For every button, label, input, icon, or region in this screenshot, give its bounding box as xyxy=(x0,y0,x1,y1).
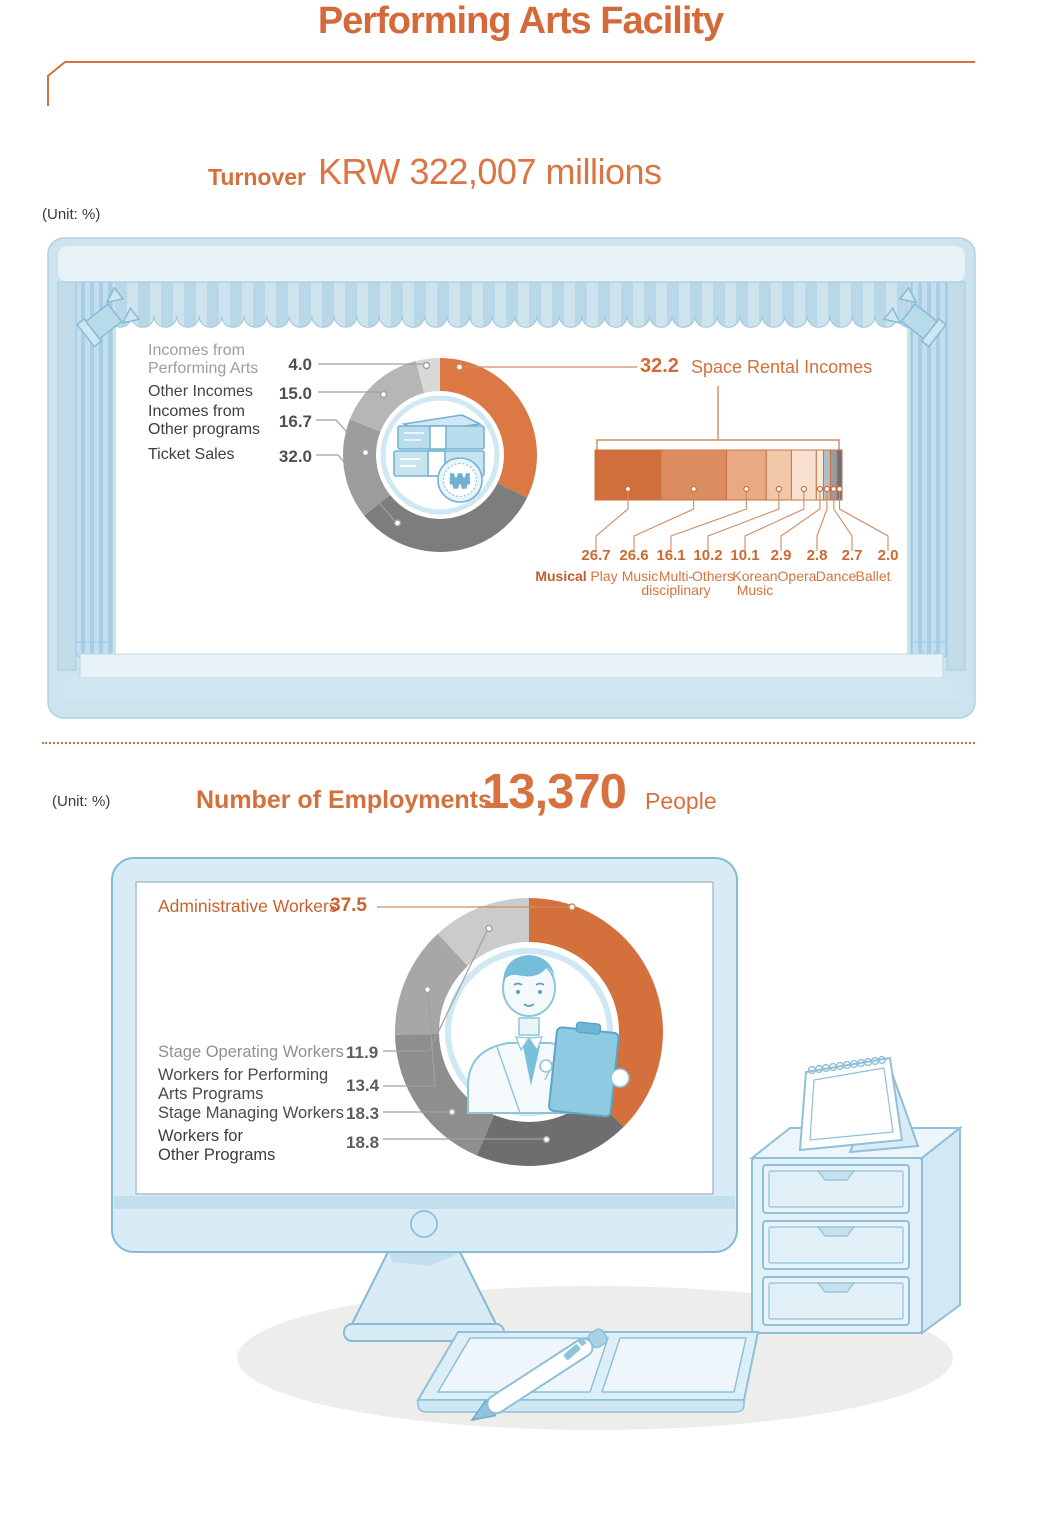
bar-cat-opera: Opera xyxy=(777,568,817,584)
bar-cat-korean-music: Korean Music xyxy=(732,568,778,598)
unit-label-top: (Unit: %) xyxy=(42,206,101,223)
bar-cat-ballet: Ballet xyxy=(855,568,891,584)
employment-donut-center xyxy=(439,942,630,1122)
bar-value-play: 26.6 xyxy=(619,547,649,564)
bar-cat-multidisciplinary: Multi- disciplinary xyxy=(641,568,711,598)
bar-cat-musical: Musical xyxy=(535,568,587,584)
page-title: Performing Arts Facility xyxy=(317,0,724,42)
turnover-donut-center: ₩ xyxy=(376,391,504,519)
drawer-1 xyxy=(762,1164,910,1214)
money-icon: ₩ xyxy=(393,414,485,503)
bar-value-multidisciplinary: 10.2 xyxy=(693,547,723,564)
space-rental-bar-chart xyxy=(594,386,889,551)
value-space-rental: 32.2 xyxy=(640,355,679,377)
turnover-donut-chart xyxy=(342,358,537,552)
bar-cat-play: Play xyxy=(590,568,618,584)
drawer-3 xyxy=(762,1276,910,1326)
legend-ticket-sales: Ticket Sales xyxy=(148,446,235,463)
value-ticket-sales: 32.0 xyxy=(278,447,312,466)
value-workers-other-programs: 18.8 xyxy=(346,1133,380,1152)
stage-floor-apron xyxy=(64,678,959,700)
value-workers-performing-arts: 13.4 xyxy=(346,1076,380,1095)
drawer-unit-icon xyxy=(749,1125,963,1335)
legend-space-rental: Space Rental Incomes xyxy=(691,357,873,377)
won-symbol: ₩ xyxy=(451,471,470,493)
employment-donut-chart xyxy=(395,898,663,1166)
webcam-icon xyxy=(410,1210,438,1238)
legend-workers-performing-arts: Workers for Performing Arts Programs xyxy=(158,1066,329,1103)
bar-bracket xyxy=(596,386,840,450)
legend-stage-operating-workers: Stage Operating Workers xyxy=(158,1043,344,1061)
employment-donut-leaders xyxy=(377,903,576,1144)
value-administrative-workers: 37.5 xyxy=(330,895,367,916)
spotlight-left-icon xyxy=(75,286,141,348)
drawer-2 xyxy=(762,1220,910,1270)
value-stage-managing-workers: 18.3 xyxy=(346,1104,380,1123)
employment-label: Number of Employments xyxy=(196,786,492,814)
legend-incomes-other-programs: Incomes from Other programs xyxy=(148,403,261,438)
bar-value-ballet: 2.0 xyxy=(877,547,899,564)
section-divider xyxy=(42,742,975,744)
stage-valance xyxy=(63,281,966,328)
bar-value-others: 10.1 xyxy=(730,547,760,564)
header-corner-bracket xyxy=(47,61,975,106)
unit-label-bottom: (Unit: %) xyxy=(52,793,111,810)
spotlight-right-icon xyxy=(882,286,948,348)
legend-administrative-workers: Administrative Workers xyxy=(158,896,338,916)
person-icon xyxy=(467,955,630,1118)
bar-cat-dance: Dance xyxy=(815,568,857,584)
employment-suffix: People xyxy=(645,788,717,814)
legend-stage-managing-workers: Stage Managing Workers xyxy=(158,1104,344,1122)
value-other-incomes: 15.0 xyxy=(278,384,312,403)
value-stage-operating-workers: 11.9 xyxy=(346,1043,379,1062)
legend-incomes-performing-arts: Incomes from Performing Arts xyxy=(148,342,259,377)
bar-value-korean-music: 2.9 xyxy=(770,547,792,564)
pen-icon xyxy=(470,1328,608,1422)
bar-cat-music: Music xyxy=(621,568,659,584)
monitor-stand-highlight xyxy=(389,1253,459,1266)
turnover-label: Turnover xyxy=(208,164,306,190)
legend-other-incomes: Other Incomes xyxy=(148,383,253,400)
stage-floor-front xyxy=(79,653,944,679)
bar-value-musical: 26.7 xyxy=(581,547,611,564)
bar-value-music: 16.1 xyxy=(656,547,686,564)
bar-value-dance: 2.7 xyxy=(841,547,863,564)
turnover-donut-leaders xyxy=(316,361,637,527)
employment-value: 13,370 xyxy=(482,765,627,819)
bar-cat-others: Others xyxy=(691,568,735,584)
legend-workers-other-programs: Workers for Other Programs xyxy=(158,1127,276,1164)
calendar-icon xyxy=(798,1055,920,1154)
bar-value-opera: 2.8 xyxy=(806,547,828,564)
turnover-value: KRW 322,007 millions xyxy=(318,151,662,192)
value-incomes-performing-arts: 4.0 xyxy=(288,355,312,374)
value-incomes-other-programs: 16.7 xyxy=(278,412,312,431)
